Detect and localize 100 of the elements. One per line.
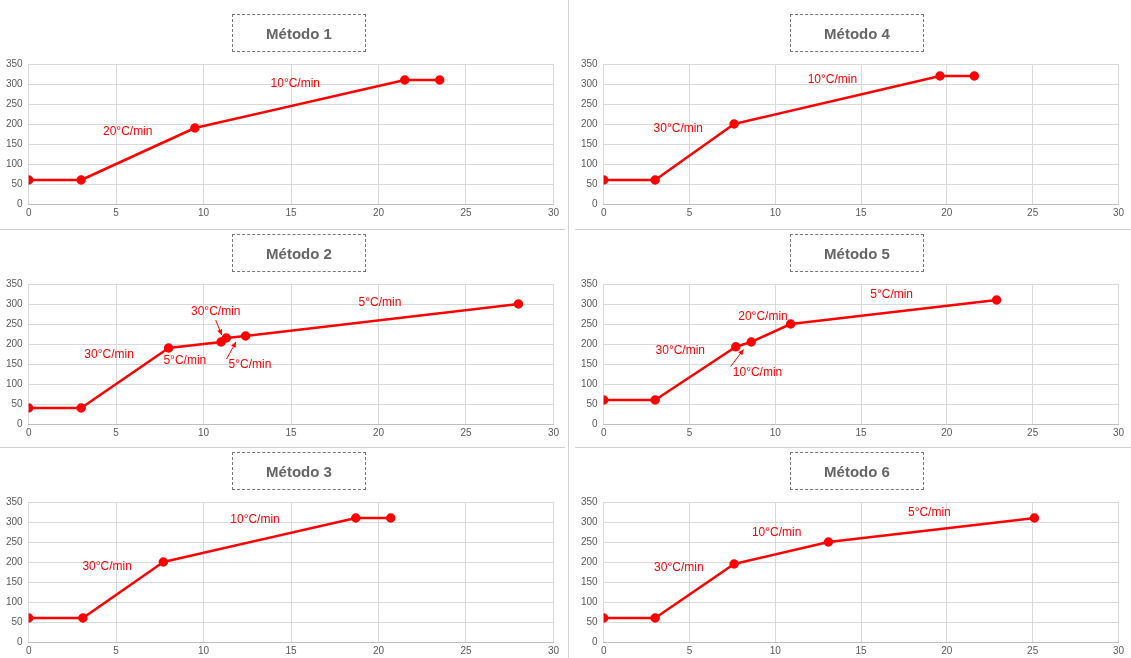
y-tick-label: 0 — [592, 417, 599, 429]
chart-title: Método 4 — [790, 14, 924, 52]
x-tick-label: 10 — [198, 426, 210, 438]
y-tick-label: 300 — [6, 515, 24, 527]
y-tick-label: 150 — [581, 357, 599, 369]
annotation: 5°C/min — [907, 504, 951, 519]
annotation: 20°C/min — [738, 309, 788, 324]
annotation: 30°C/min — [654, 560, 704, 575]
y-tick-label: 250 — [581, 317, 599, 329]
y-tick-label: 350 — [6, 495, 24, 507]
annotation: 30°C/min — [84, 347, 134, 362]
point — [650, 613, 660, 623]
point — [400, 75, 410, 85]
y-tick-label: 150 — [581, 137, 599, 149]
chart-title: Método 3 — [232, 452, 366, 490]
y-tick-label: 300 — [581, 77, 599, 89]
x-tick-label: 30 — [1112, 426, 1125, 438]
point — [240, 331, 251, 341]
y-tick-label: 0 — [17, 197, 24, 209]
point — [823, 537, 834, 547]
y-tick-label: 150 — [6, 137, 24, 149]
x-tick-label: 10 — [198, 644, 210, 656]
x-tick-label: 0 — [600, 426, 607, 438]
y-tick-label: 350 — [581, 57, 599, 69]
x-tick-label: 10 — [769, 426, 782, 438]
y-tick-label: 150 — [6, 357, 24, 369]
x-tick-label: 15 — [285, 426, 298, 438]
y-tick-label: 100 — [6, 377, 24, 389]
point — [434, 75, 445, 85]
x-tick-label: 30 — [547, 206, 560, 218]
x-tick-label: 5 — [686, 426, 693, 438]
point — [386, 513, 396, 523]
point — [513, 299, 524, 309]
x-tick-label: 25 — [460, 644, 472, 656]
point — [650, 395, 660, 405]
y-tick-label: 250 — [6, 535, 24, 547]
annotation: 30°C/min — [653, 121, 704, 136]
y-tick-label: 200 — [6, 555, 24, 567]
y-tick-label: 250 — [6, 317, 24, 329]
point — [969, 71, 980, 81]
y-tick-label: 100 — [581, 157, 599, 169]
annotation: 10°C/min — [230, 512, 280, 527]
x-tick-label: 5 — [113, 206, 120, 218]
point — [746, 337, 756, 347]
x-tick-label: 25 — [1027, 206, 1039, 218]
y-tick-label: 200 — [581, 117, 599, 129]
y-tick-label: 0 — [17, 417, 24, 429]
y-tick-label: 100 — [581, 595, 599, 607]
annotation: 20°C/min — [102, 123, 153, 138]
y-tick-label: 50 — [11, 615, 24, 627]
y-tick-label: 350 — [581, 495, 599, 507]
x-tick-label: 20 — [941, 644, 953, 656]
x-tick-label: 15 — [285, 644, 298, 656]
point — [76, 175, 86, 185]
y-tick-label: 300 — [6, 297, 24, 309]
y-tick-label: 350 — [6, 57, 24, 69]
point — [729, 119, 739, 129]
point — [1029, 513, 1040, 523]
y-tick-label: 300 — [6, 77, 24, 89]
x-tick-label: 5 — [686, 644, 693, 656]
x-tick-label: 20 — [372, 644, 385, 656]
annotation: 30°C/min — [655, 342, 706, 357]
point — [163, 343, 174, 353]
point — [991, 295, 1002, 305]
point — [351, 513, 361, 523]
annotation: 5°C/min — [163, 353, 207, 368]
annotation: 10°C/min — [270, 76, 321, 91]
point — [221, 333, 232, 343]
annotation: 30°C/min — [82, 559, 132, 574]
annotation: 30°C/min — [190, 304, 241, 319]
y-tick-label: 350 — [6, 277, 24, 289]
y-tick-label: 300 — [581, 515, 599, 527]
point — [190, 123, 200, 133]
y-tick-label: 150 — [581, 575, 599, 587]
x-tick-label: 15 — [285, 206, 298, 218]
annotation: 5°C/min — [228, 357, 272, 372]
chart-title: Método 1 — [232, 14, 366, 52]
x-tick-label: 0 — [600, 206, 607, 218]
x-tick-label: 5 — [113, 644, 120, 656]
point — [78, 613, 88, 623]
point — [729, 559, 739, 569]
y-tick-label: 150 — [6, 575, 24, 587]
y-tick-label: 50 — [586, 615, 599, 627]
x-tick-label: 25 — [1027, 644, 1039, 656]
chart-title: Método 2 — [232, 234, 366, 272]
x-tick-label: 20 — [372, 206, 385, 218]
annotation: 5°C/min — [358, 294, 402, 309]
y-tick-label: 300 — [581, 297, 599, 309]
y-tick-label: 250 — [6, 97, 24, 109]
y-tick-label: 200 — [6, 117, 24, 129]
y-tick-label: 250 — [581, 97, 599, 109]
x-tick-label: 30 — [1112, 206, 1125, 218]
x-tick-label: 30 — [547, 644, 560, 656]
x-tick-label: 10 — [769, 206, 782, 218]
annotation: 10°C/min — [751, 525, 802, 540]
y-tick-label: 50 — [586, 177, 599, 189]
x-tick-label: 5 — [113, 426, 120, 438]
x-tick-label: 15 — [855, 644, 868, 656]
x-tick-label: 25 — [460, 206, 472, 218]
annotation: 5°C/min — [870, 286, 914, 301]
